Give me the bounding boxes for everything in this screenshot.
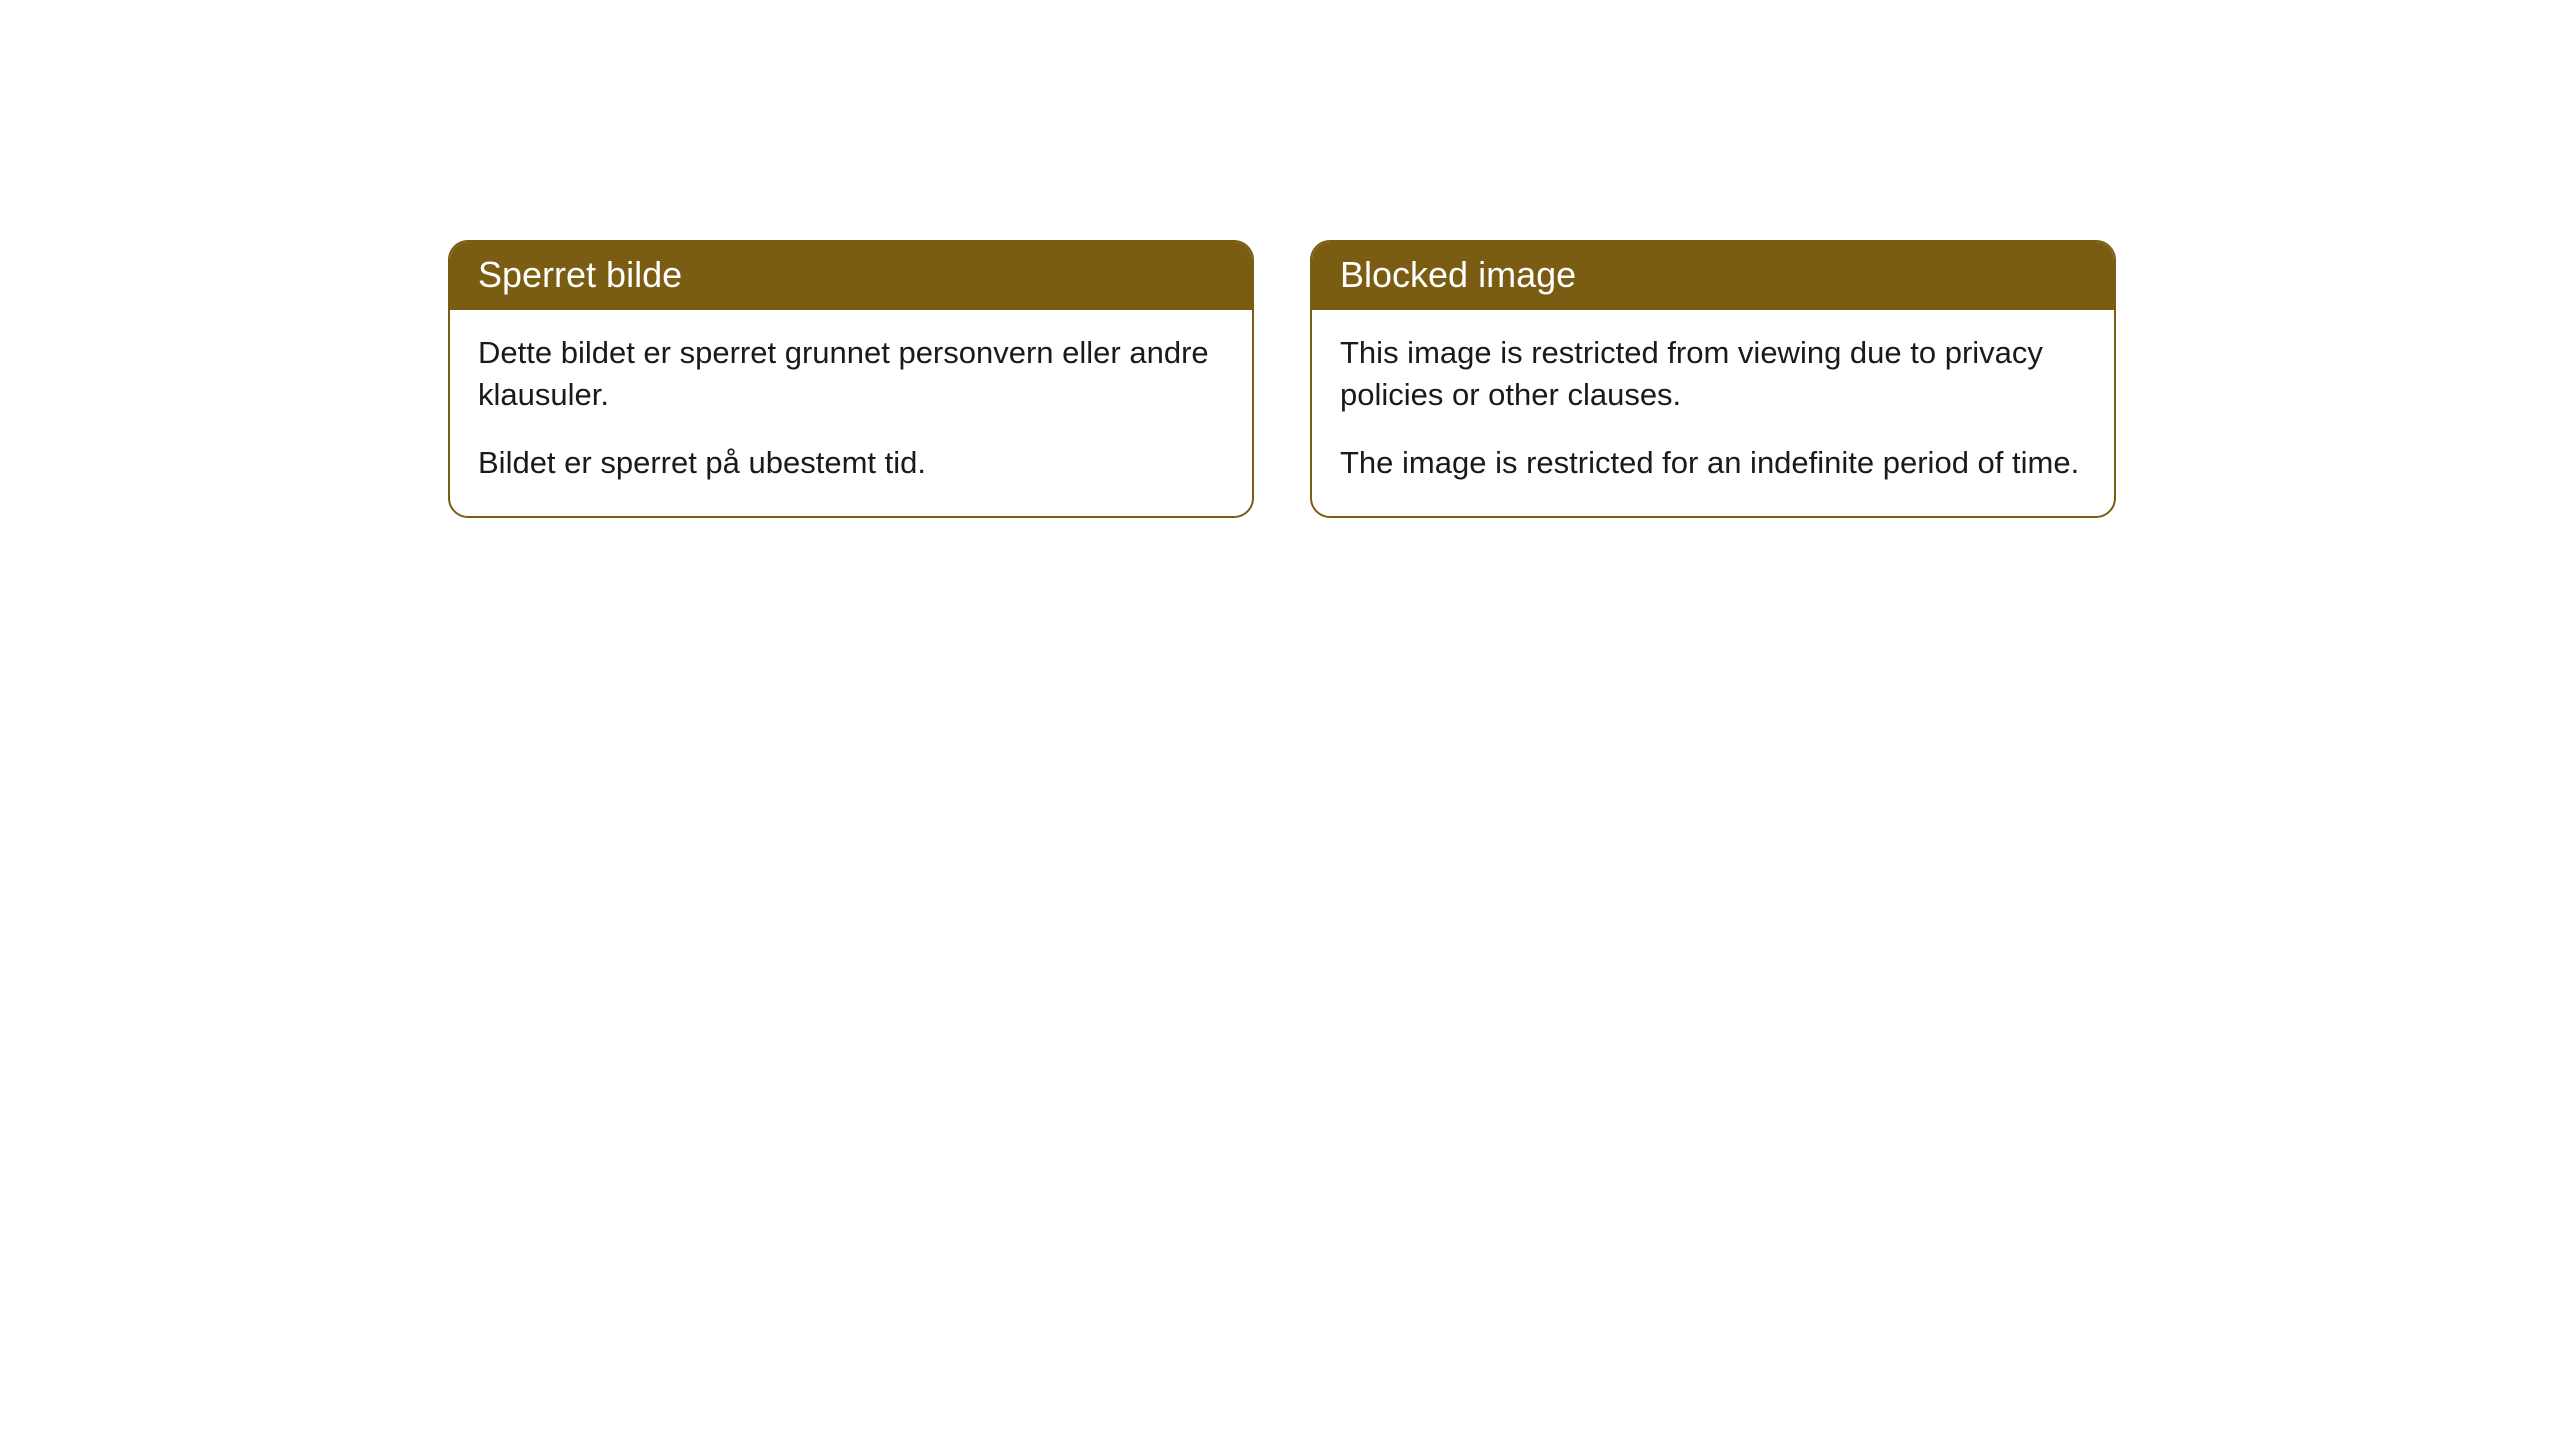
card-english: Blocked image This image is restricted f… [1310,240,2116,518]
card-header: Sperret bilde [450,242,1252,310]
card-paragraph-2: Bildet er sperret på ubestemt tid. [478,442,1224,484]
card-paragraph-1: This image is restricted from viewing du… [1340,332,2086,416]
card-body: This image is restricted from viewing du… [1312,310,2114,516]
card-header: Blocked image [1312,242,2114,310]
card-paragraph-1: Dette bildet er sperret grunnet personve… [478,332,1224,416]
blocked-image-notices: Sperret bilde Dette bildet er sperret gr… [448,240,2116,518]
card-body: Dette bildet er sperret grunnet personve… [450,310,1252,516]
card-title: Sperret bilde [478,254,682,295]
card-title: Blocked image [1340,254,1576,295]
card-norwegian: Sperret bilde Dette bildet er sperret gr… [448,240,1254,518]
card-paragraph-2: The image is restricted for an indefinit… [1340,442,2086,484]
